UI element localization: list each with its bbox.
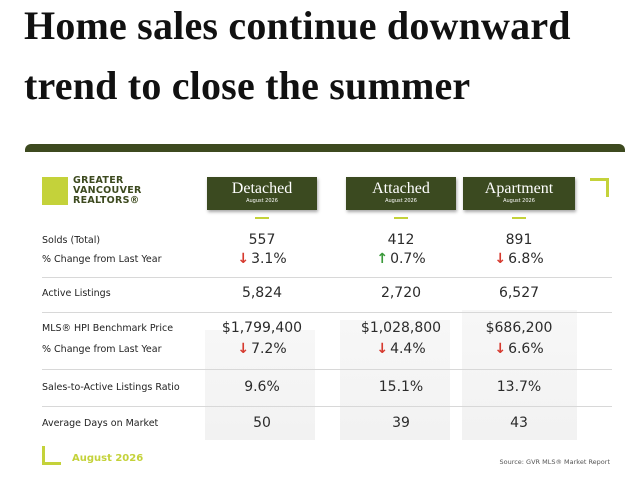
value-cell: 9.6% [192,379,332,395]
value: 43 [510,415,528,431]
value-cell: 2,720 [331,285,471,301]
logo-text: GREATER VANCOUVER REALTORS® [73,176,142,206]
value-cell: ↓ 3.1% [192,251,332,267]
value: 39 [392,415,410,431]
change-arrow: ↓ [494,341,507,357]
row-label: MLS® HPI Benchmark Price [42,323,174,334]
title-line: trend to close the summer [24,63,471,108]
top-bar [25,144,625,152]
row-label: Average Days on Market [42,418,159,429]
corner-bracket [42,446,61,465]
value: $1,799,400 [221,320,303,336]
column-name: Apartment [484,180,554,197]
change-arrow: ↓ [494,251,507,267]
value: 3.1% [251,251,287,267]
value-cell: 412 [331,232,471,248]
value-cell: 5,824 [192,285,332,301]
value: 0.7% [390,251,426,267]
value: 9.6% [244,379,280,395]
column-name: Detached [231,180,293,197]
value: 412 [387,232,415,248]
column-period: August 2026 [246,198,278,204]
value: 2,720 [380,285,422,301]
value-cell: 6,527 [449,285,589,301]
value-cell: $1,028,800 [331,320,471,336]
logo-mark [42,177,68,205]
background-image [205,330,315,440]
value: 4.4% [390,341,426,357]
footer-date: August 2026 [72,453,144,464]
value-cell: ↓ 7.2% [192,341,332,357]
row-label: % Change from Last Year [42,344,162,355]
row-label: Active Listings [42,288,111,299]
value-cell: 891 [449,232,589,248]
title-line: Home sales continue downward [24,3,571,48]
row-separator [42,277,612,278]
value: $1,028,800 [360,320,442,336]
change-arrow: ↓ [237,251,250,267]
value: 6.8% [508,251,544,267]
background-image [462,310,577,440]
accent-dash [512,217,526,219]
column-period: August 2026 [385,198,417,204]
row-separator [42,369,612,370]
value-cell: 50 [192,415,332,431]
value-cell: $1,799,400 [192,320,332,336]
row-label: Sales-to-Active Listings Ratio [42,382,180,393]
corner-bracket [590,178,609,197]
column-name: Attached [372,180,430,197]
value: 6.6% [508,341,544,357]
value: 15.1% [378,379,424,395]
column-header: Attached August 2026 [346,177,456,210]
change-arrow: ↑ [376,251,389,267]
accent-dash [255,217,269,219]
value-cell: 557 [192,232,332,248]
column-period: August 2026 [503,198,535,204]
row-label: Solds (Total) [42,235,101,246]
row-separator [42,312,612,313]
value-cell: $686,200 [449,320,589,336]
accent-dash [394,217,408,219]
source: Source: GVR MLS® Market Report [499,458,610,466]
value-cell: ↓ 6.8% [449,251,589,267]
value: 891 [505,232,533,248]
value: 7.2% [251,341,287,357]
value-cell: ↓ 6.6% [449,341,589,357]
change-arrow: ↓ [376,341,389,357]
change-arrow: ↓ [237,341,250,357]
value-cell: 15.1% [331,379,471,395]
value: 13.7% [496,379,542,395]
value: 557 [248,232,276,248]
logo-line: GREATER [73,175,124,186]
background-image [340,320,450,440]
value-cell: ↓ 4.4% [331,341,471,357]
logo-line: REALTORS® [73,195,140,206]
row-label: % Change from Last Year [42,254,162,265]
column-header: Detached August 2026 [207,177,317,210]
value-cell: ↑ 0.7% [331,251,471,267]
value-cell: 39 [331,415,471,431]
value: 50 [253,415,271,431]
value-cell: 43 [449,415,589,431]
value: 6,527 [498,285,540,301]
value: 5,824 [241,285,283,301]
column-header: Apartment August 2026 [463,177,575,210]
value-cell: 13.7% [449,379,589,395]
row-separator [42,406,612,407]
value: $686,200 [485,320,553,336]
logo-line: VANCOUVER [73,185,142,196]
